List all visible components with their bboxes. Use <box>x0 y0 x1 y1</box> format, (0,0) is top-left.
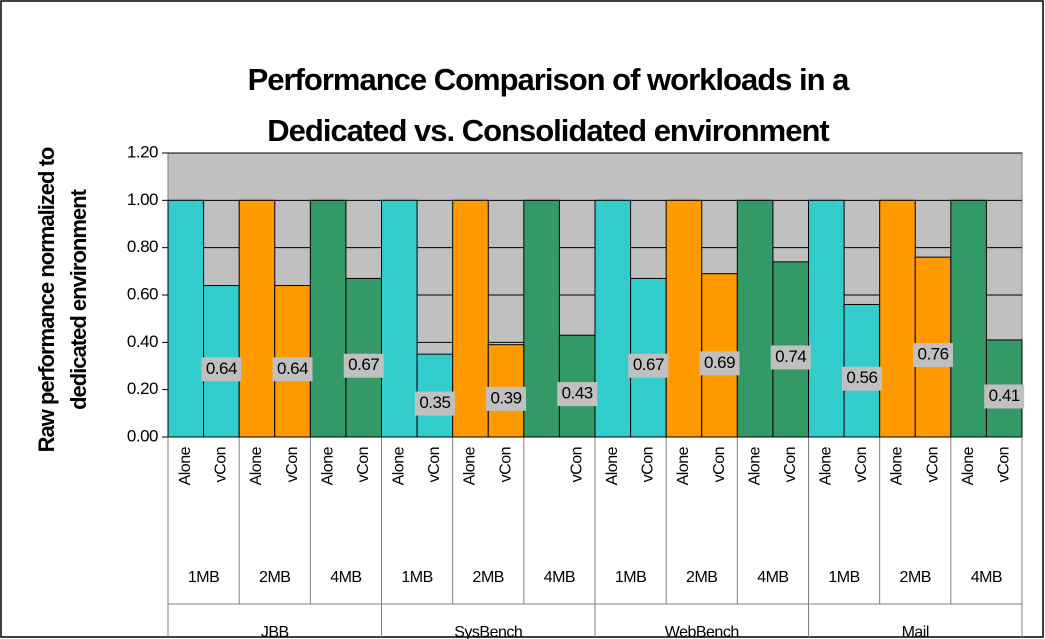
x-tick-label: vCon <box>568 447 585 482</box>
data-label-box <box>557 382 598 407</box>
y-tick-label: 1.00 <box>127 190 158 209</box>
bar <box>452 199 489 438</box>
bar <box>950 199 987 438</box>
data-label: 0.41 <box>989 386 1020 405</box>
y-tick-label: 0.60 <box>127 284 158 303</box>
subgroup-label: 2MB <box>900 569 931 586</box>
data-label: 0.35 <box>419 393 450 412</box>
data-label-box <box>486 386 527 411</box>
x-tick-label: vCon <box>284 447 301 482</box>
y-tick-label: 0.80 <box>127 237 158 256</box>
x-tick-label: Alone <box>462 446 479 485</box>
y-tick-label: 0.40 <box>127 332 158 351</box>
x-tick-label: Alone <box>177 446 194 485</box>
data-label: 0.67 <box>633 355 664 374</box>
chart-title: Dedicated vs. Consolidated environment <box>267 113 829 148</box>
bar <box>665 199 703 438</box>
group-label: JBB <box>261 624 289 639</box>
data-label-box <box>201 357 242 382</box>
y-axis-label: Raw performance normalized to <box>34 147 59 452</box>
x-tick-label: vCon <box>782 447 799 482</box>
data-label: 0.39 <box>490 388 521 407</box>
bar <box>381 199 418 438</box>
x-tick-label: Alone <box>319 446 336 485</box>
x-tick-label: Alone <box>248 446 265 485</box>
x-tick-label: vCon <box>640 447 657 482</box>
data-label-box <box>272 357 313 382</box>
data-label-box <box>841 366 882 391</box>
bar <box>879 199 916 438</box>
x-tick-label: Alone <box>889 446 906 485</box>
x-tick-label: vCon <box>995 447 1012 482</box>
x-tick-label: Alone <box>746 446 763 485</box>
group-label: Mail <box>902 624 929 639</box>
subgroup-label: 4MB <box>757 569 788 586</box>
bar <box>167 199 205 438</box>
x-tick-label: vCon <box>711 447 728 482</box>
bar <box>523 199 560 438</box>
y-tick-label: 0.00 <box>127 426 158 445</box>
y-tick-label: 1.20 <box>127 142 158 161</box>
subgroup-label: 2MB <box>259 569 290 586</box>
data-label-box <box>414 391 455 416</box>
subgroup-label: 2MB <box>473 569 504 586</box>
y-tick-label: 0.20 <box>127 379 158 398</box>
data-label-box <box>913 343 954 368</box>
chart-title: Performance Comparison of workloads in a <box>248 62 851 97</box>
x-tick-label: Alone <box>818 446 835 485</box>
data-label-box <box>770 345 811 370</box>
x-tick-label: Alone <box>675 446 692 485</box>
subgroup-label: 2MB <box>686 569 717 586</box>
data-label: 0.76 <box>917 345 948 364</box>
bar <box>736 199 774 438</box>
x-tick-label: vCon <box>355 447 372 482</box>
x-tick-label: vCon <box>924 447 941 482</box>
x-tick-label: Alone <box>960 446 977 485</box>
data-label-box <box>699 351 740 376</box>
bar <box>238 199 276 438</box>
x-tick-label: vCon <box>426 447 443 482</box>
x-tick-label: vCon <box>853 447 870 482</box>
bar <box>594 199 632 438</box>
x-tick-label: vCon <box>497 447 514 482</box>
x-tick-label: Alone <box>604 446 621 485</box>
subgroup-label: 1MB <box>188 569 219 586</box>
y-axis-label: dedicated environment <box>66 188 91 410</box>
subgroup-label: 1MB <box>401 569 432 586</box>
data-label: 0.69 <box>704 353 735 372</box>
data-label-box <box>628 353 669 378</box>
data-label: 0.64 <box>277 359 308 378</box>
subgroup-label: 1MB <box>615 569 646 586</box>
group-label: WebBench <box>665 624 739 639</box>
data-label-box <box>984 384 1025 409</box>
data-label: 0.56 <box>846 368 877 387</box>
subgroup-label: 4MB <box>971 569 1002 586</box>
bar <box>808 199 845 438</box>
group-label: SysBench <box>454 624 522 639</box>
x-tick-label: vCon <box>213 447 230 482</box>
subgroup-label: 4MB <box>544 569 575 586</box>
data-label: 0.74 <box>775 347 806 366</box>
data-label-box <box>343 353 384 378</box>
subgroup-label: 4MB <box>330 569 361 586</box>
data-label: 0.67 <box>348 355 379 374</box>
subgroup-label: 1MB <box>828 569 859 586</box>
x-tick-label: Alone <box>391 446 408 485</box>
bar <box>309 199 347 438</box>
data-label: 0.43 <box>562 384 593 403</box>
data-label: 0.64 <box>206 359 237 378</box>
